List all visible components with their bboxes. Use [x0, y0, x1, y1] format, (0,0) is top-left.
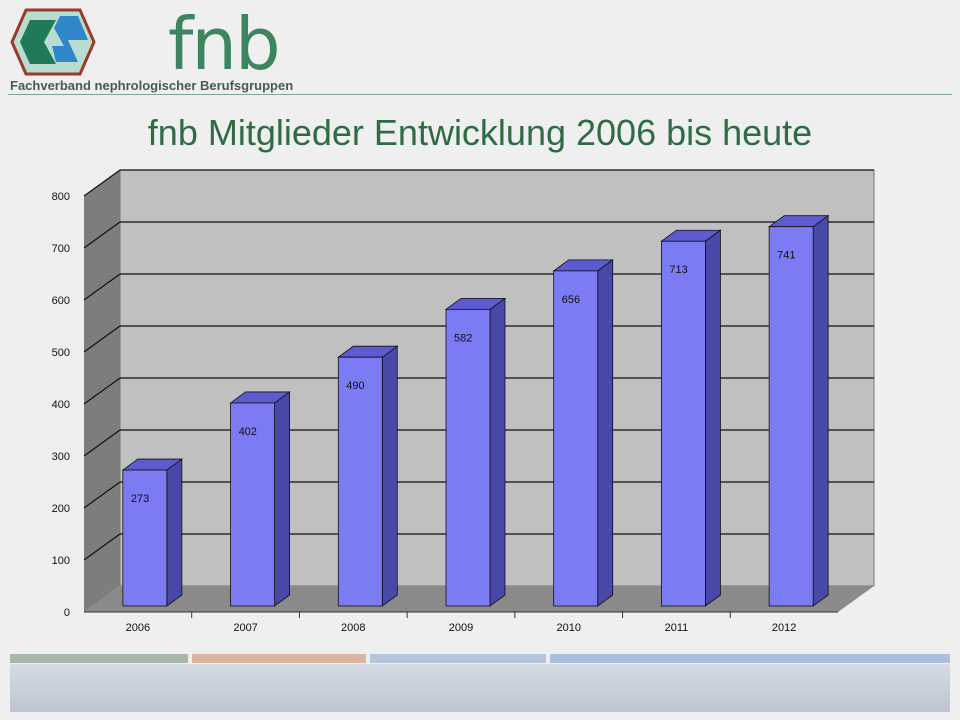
footer-strip-blue: [370, 654, 546, 663]
gridline-diagonal: [83, 221, 121, 249]
x-tick-label: 2008: [341, 622, 365, 634]
x-axis-ticks: 2006 2007 2008 2009 2010 2011 2012: [126, 612, 796, 634]
bar: 273: [121, 458, 184, 607]
bar-front: [553, 270, 599, 607]
x-tick-label: 2009: [449, 622, 473, 634]
bar-front: [230, 402, 275, 607]
bar: 741: [767, 214, 830, 607]
org-name: Fachverband nephrologischer Berufsgruppe…: [10, 78, 294, 93]
footer-strip-lightblue: [550, 654, 950, 663]
bar-side: [597, 259, 614, 607]
header-divider: [8, 94, 952, 95]
bar: 713: [660, 229, 722, 607]
bar-front: [337, 356, 383, 607]
bar-side: [705, 229, 721, 607]
x-tick-label: 2011: [665, 622, 689, 634]
bar-front: [445, 308, 491, 607]
chart-bars: 273 402 490 582 656 713 741: [121, 214, 830, 607]
y-tick-label: 700: [52, 243, 70, 255]
y-tick-label: 0: [64, 607, 70, 619]
gridline-diagonal: [83, 273, 121, 301]
gridline-diagonal: [83, 325, 121, 353]
bar-value-label: 490: [346, 380, 364, 392]
x-tick-label: 2007: [233, 622, 257, 634]
bar-side: [489, 297, 506, 607]
bar-side: [166, 458, 183, 607]
bar: 656: [552, 259, 614, 607]
gridline-diagonal: [83, 169, 121, 197]
bar: 582: [444, 297, 507, 607]
bar-side: [812, 214, 829, 607]
bar: 490: [337, 345, 399, 607]
slide-header: fnb Fachverband nephrologischer Berufsgr…: [0, 0, 960, 100]
bar-chart: 273 402 490 582 656 713 741 0 100 200 300 400 500 60…: [52, 169, 875, 634]
y-tick-label: 400: [52, 399, 70, 411]
bar-value-label: 713: [669, 264, 687, 276]
slide-footer: [0, 650, 960, 720]
y-axis-ticks: 0 100 200 300 400 500 600 700 800: [52, 191, 70, 619]
bar-front: [768, 226, 814, 607]
bar-front: [661, 240, 706, 607]
x-tick-label: 2006: [126, 622, 150, 634]
y-tick-label: 600: [52, 295, 70, 307]
bar-value-label: 582: [454, 332, 472, 344]
gridline-diagonal: [83, 429, 121, 457]
slide-title: fnb Mitglieder Entwicklung 2006 bis heut…: [147, 112, 813, 153]
footer-strip-rose: [192, 654, 366, 663]
gridline-diagonal: [83, 533, 121, 561]
y-tick-label: 100: [52, 555, 70, 567]
bar-side: [381, 345, 398, 607]
y-tick-label: 500: [52, 347, 70, 359]
y-tick-label: 800: [52, 191, 70, 203]
bar-value-label: 741: [777, 250, 795, 262]
bar-front: [122, 469, 168, 607]
x-tick-label: 2012: [772, 622, 796, 634]
bar-value-label: 656: [562, 294, 580, 306]
x-tick-label: 2010: [556, 622, 580, 634]
bar-value-label: 402: [239, 426, 257, 438]
logo-hexagon-icon: [10, 8, 96, 76]
y-tick-label: 200: [52, 503, 70, 515]
bar: 402: [229, 391, 291, 607]
gridline-diagonal: [83, 481, 121, 509]
bar-value-label: 273: [131, 493, 149, 505]
logo-wordmark: fnb: [168, 2, 281, 86]
footer-panel: [10, 664, 950, 712]
footer-strip-green: [10, 654, 188, 663]
gridline-diagonal: [83, 377, 121, 405]
bar-side: [274, 391, 290, 607]
y-tick-label: 300: [52, 451, 70, 463]
